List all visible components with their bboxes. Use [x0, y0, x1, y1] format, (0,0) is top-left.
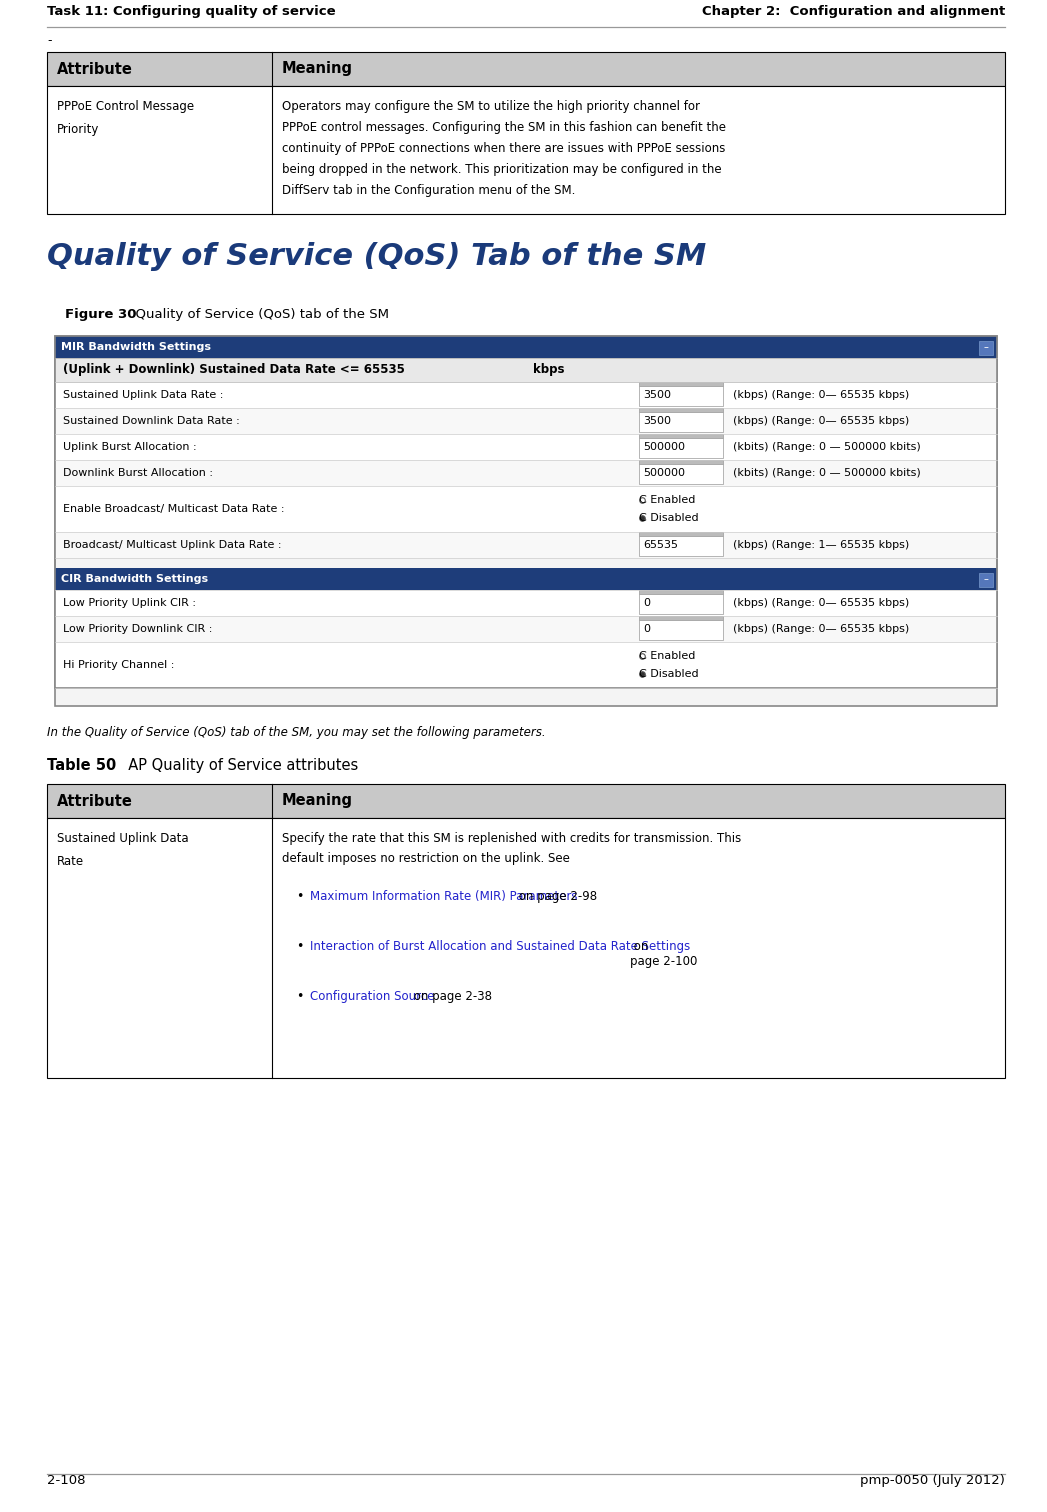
Text: •: • [296, 891, 304, 903]
Bar [639, 438, 723, 458]
Bar [639, 460, 723, 464]
Text: Sustained Downlink Data Rate :: Sustained Downlink Data Rate : [63, 416, 240, 426]
Text: 3500: 3500 [643, 416, 671, 426]
Text: Hi Priority Channel :: Hi Priority Channel : [63, 661, 175, 670]
Bar [55, 336, 997, 358]
Bar [639, 434, 723, 438]
Text: –: – [983, 575, 988, 584]
Text: Table 50: Table 50 [47, 758, 116, 773]
Text: 3500: 3500 [643, 390, 671, 401]
Text: Sustained Uplink Data Rate :: Sustained Uplink Data Rate : [63, 390, 223, 401]
Text: •: • [296, 990, 304, 1002]
Text: on
page 2-100: on page 2-100 [630, 940, 697, 968]
Bar [639, 594, 723, 614]
Bar [55, 532, 997, 558]
Text: 0: 0 [643, 624, 650, 634]
Text: Chapter 2:  Configuration and alignment: Chapter 2: Configuration and alignment [701, 5, 1005, 18]
Bar [55, 590, 997, 615]
Text: (Uplink + Downlink) Sustained Data Rate <= 65535: (Uplink + Downlink) Sustained Data Rate … [63, 363, 409, 376]
Text: -: - [47, 33, 51, 47]
Bar [639, 411, 723, 432]
Text: MIR Bandwidth Settings: MIR Bandwidth Settings [61, 342, 211, 352]
Text: (kbps) (Range: 0— 65535 kbps): (kbps) (Range: 0— 65535 kbps) [733, 416, 909, 426]
Bar [55, 569, 997, 590]
Bar [47, 818, 1005, 1078]
Text: –: – [983, 342, 988, 352]
Text: (kbps) (Range: 1— 65535 kbps): (kbps) (Range: 1— 65535 kbps) [733, 540, 909, 550]
Text: Broadcast/ Multicast Uplink Data Rate :: Broadcast/ Multicast Uplink Data Rate : [63, 540, 282, 550]
Text: Downlink Burst Allocation :: Downlink Burst Allocation : [63, 469, 213, 478]
Text: (kbps) (Range: 0— 65535 kbps): (kbps) (Range: 0— 65535 kbps) [733, 624, 909, 634]
Text: on page 2-98: on page 2-98 [515, 891, 597, 903]
Text: (kbits) (Range: 0 — 500000 kbits): (kbits) (Range: 0 — 500000 kbits) [733, 469, 920, 478]
Text: 2-108: 2-108 [47, 1474, 86, 1486]
Bar [55, 358, 997, 383]
Text: Task 11: Configuring quality of service: Task 11: Configuring quality of service [47, 5, 336, 18]
Bar [55, 408, 997, 434]
Bar [47, 86, 1005, 215]
Bar [639, 620, 723, 640]
Text: Enable Broadcast/ Multicast Data Rate :: Enable Broadcast/ Multicast Data Rate : [63, 503, 285, 514]
Bar [55, 615, 997, 643]
Text: C Disabled: C Disabled [639, 513, 698, 523]
Bar [639, 532, 723, 535]
Text: (kbps) (Range: 0— 65535 kbps): (kbps) (Range: 0— 65535 kbps) [733, 599, 909, 608]
Text: Low Priority Downlink CIR :: Low Priority Downlink CIR : [63, 624, 213, 634]
Bar [639, 464, 723, 484]
Text: •: • [296, 940, 304, 953]
Text: Quality of Service (QoS) tab of the SM: Quality of Service (QoS) tab of the SM [127, 308, 389, 321]
Bar [979, 342, 993, 355]
Text: Attribute: Attribute [57, 794, 133, 809]
Bar [55, 336, 997, 706]
Bar [47, 785, 1005, 818]
Text: Meaning: Meaning [282, 794, 353, 809]
Text: (kbits) (Range: 0 — 500000 kbits): (kbits) (Range: 0 — 500000 kbits) [733, 442, 920, 452]
Text: Interaction of Burst Allocation and Sustained Data Rate Settings: Interaction of Burst Allocation and Sust… [310, 940, 690, 953]
Text: 65535: 65535 [643, 540, 678, 550]
Bar [639, 590, 723, 594]
Bar [639, 408, 723, 411]
Bar [55, 460, 997, 485]
Text: C Enabled: C Enabled [639, 494, 695, 505]
Text: Meaning: Meaning [282, 62, 353, 77]
Text: Operators may configure the SM to utilize the high priority channel for
PPPoE co: Operators may configure the SM to utiliz… [282, 100, 726, 197]
Text: Maximum Information Rate (MIR) Parameters: Maximum Information Rate (MIR) Parameter… [310, 891, 578, 903]
Bar [47, 51, 1005, 86]
Text: CIR Bandwidth Settings: CIR Bandwidth Settings [61, 575, 208, 584]
Text: C Disabled: C Disabled [639, 670, 698, 679]
Text: Specify the rate that this SM is replenished with credits for transmission. This: Specify the rate that this SM is repleni… [282, 832, 741, 865]
Text: 500000: 500000 [643, 442, 685, 452]
Text: pmp-0050 (July 2012): pmp-0050 (July 2012) [861, 1474, 1005, 1486]
Text: 0: 0 [643, 599, 650, 608]
Text: Sustained Uplink Data
Rate: Sustained Uplink Data Rate [57, 832, 188, 868]
Bar [639, 383, 723, 386]
Text: on page 2-38: on page 2-38 [410, 990, 492, 1002]
Bar [639, 615, 723, 620]
Bar [55, 485, 997, 532]
Text: 500000: 500000 [643, 469, 685, 478]
Bar [979, 573, 993, 587]
Text: Quality of Service (QoS) Tab of the SM: Quality of Service (QoS) Tab of the SM [47, 242, 707, 271]
Text: Uplink Burst Allocation :: Uplink Burst Allocation : [63, 442, 197, 452]
Text: In the Quality of Service (QoS) tab of the SM, you may set the following paramet: In the Quality of Service (QoS) tab of t… [47, 726, 545, 739]
Text: (kbps) (Range: 0— 65535 kbps): (kbps) (Range: 0— 65535 kbps) [733, 390, 909, 401]
Text: Attribute: Attribute [57, 62, 133, 77]
Text: kbps: kbps [533, 363, 564, 376]
Bar [55, 336, 997, 688]
Bar [55, 434, 997, 460]
Text: Low Priority Uplink CIR :: Low Priority Uplink CIR : [63, 599, 196, 608]
Bar [639, 386, 723, 407]
Bar [55, 643, 997, 688]
Text: C Enabled: C Enabled [639, 650, 695, 661]
Text: PPPoE Control Message
Priority: PPPoE Control Message Priority [57, 100, 194, 136]
Text: Configuration Source: Configuration Source [310, 990, 435, 1002]
Bar [639, 535, 723, 556]
Text: Figure 30: Figure 30 [65, 308, 136, 321]
Text: AP Quality of Service attributes: AP Quality of Service attributes [119, 758, 358, 773]
Bar [55, 383, 997, 408]
